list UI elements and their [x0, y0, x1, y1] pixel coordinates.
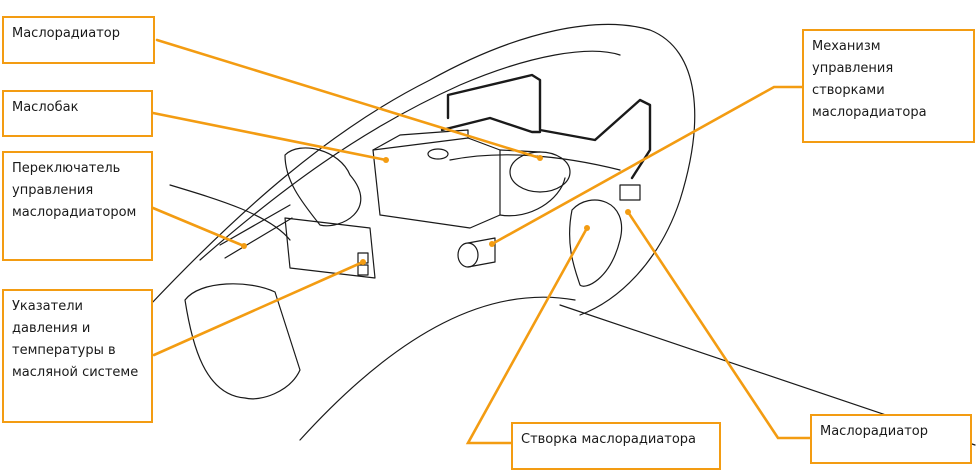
leader-oil-tank — [151, 111, 388, 162]
label-text: Маслорадиатор — [12, 26, 120, 41]
anchor-control-switch — [241, 243, 247, 249]
fuselage-inner-outline — [199, 50, 621, 261]
label-oil-radiator-top: Маслорадиатор — [2, 16, 155, 64]
fuselage-lower-line — [299, 296, 576, 441]
oil-radiator-body — [499, 149, 566, 217]
fuselage-side-line — [169, 184, 291, 241]
leader-oil-radiator-top — [155, 38, 542, 160]
label-text: Створка маслорадиатора — [521, 432, 697, 447]
switch-rail — [219, 204, 293, 259]
oil-tank-top — [372, 129, 469, 151]
seat — [184, 283, 301, 400]
fuselage-outline — [149, 23, 696, 316]
label-text: Переключатель управления маслорадиатором — [12, 161, 137, 220]
anchor-flap-mechanism — [489, 241, 495, 247]
leader-radiator-flap — [465, 226, 589, 445]
label-oil-tank: Маслобак — [2, 90, 153, 137]
label-text: Маслобак — [12, 100, 79, 115]
anchor-gauges — [360, 259, 366, 265]
anchor-radiator-flap — [584, 225, 590, 231]
flap-cylinder-end — [457, 242, 479, 268]
oil-pipe — [446, 73, 652, 180]
label-radiator-flap: Створка маслорадиатора — [511, 422, 721, 470]
anchor-oil-radiator-bottom — [625, 209, 631, 215]
label-text: Механизм управления створками маслорадиа… — [812, 39, 927, 120]
label-text: Указатели давления и температуры в масля… — [12, 299, 139, 380]
leader-oil-radiator-bottom — [626, 210, 812, 440]
label-pressure-temperature-gauges: Указатели давления и температуры в масля… — [2, 289, 153, 423]
label-oil-radiator-bottom: Маслорадиатор — [810, 414, 972, 464]
label-text: Маслорадиатор — [820, 424, 928, 439]
gauge-2 — [357, 264, 369, 276]
leader-flap-mechanism — [490, 85, 804, 246]
oil-tank-cap — [427, 148, 449, 160]
anchor-oil-radiator-top — [537, 155, 543, 161]
oil-pipe-return — [440, 116, 542, 134]
leader-radiator-control-switch — [151, 206, 246, 248]
anchor-oil-tank — [383, 157, 389, 163]
leader-pressure-temperature-gauges — [152, 260, 365, 357]
flap-hinge-box — [619, 184, 641, 201]
control-panel — [284, 217, 376, 279]
label-radiator-flap-mechanism: Механизм управления створками маслорадиа… — [802, 29, 975, 143]
oil-tank — [372, 137, 501, 229]
label-radiator-control-switch: Переключатель управления маслорадиатором — [2, 151, 153, 261]
seat-back — [284, 147, 362, 227]
